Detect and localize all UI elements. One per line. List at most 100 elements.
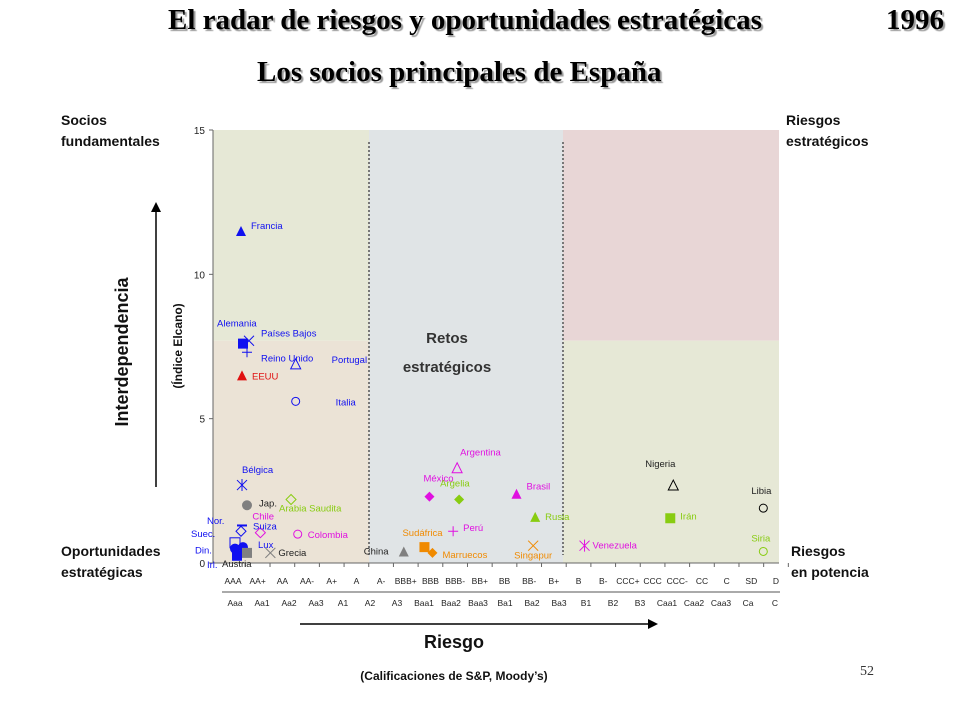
point-siria-marker (758, 546, 768, 556)
y-axis-subtitle: (Índice Elcano) (170, 303, 185, 388)
point-label-suiza: Suiza (253, 521, 277, 532)
x-tick-label-moodys: B2 (608, 598, 619, 608)
x-tick-label-moodys: Baa2 (441, 598, 461, 608)
point-label-portugal: Portugal (332, 355, 367, 366)
point-label-suec-: Suec. (191, 529, 215, 540)
corner-bottom-left: Oportunidades estratégicas (61, 543, 161, 580)
point-china-marker (398, 546, 409, 557)
data-points (229, 226, 768, 561)
x-tick-label-moodys: Baa3 (468, 598, 488, 608)
point-label-nigeria: Nigeria (645, 459, 676, 470)
point-grecia-marker (265, 547, 276, 559)
x-tick-label-moodys: Caa2 (684, 598, 705, 608)
y-axis-title: Interdependencia (112, 276, 132, 426)
x-tick-label-sp: BB+ (472, 576, 488, 586)
chart-subtitle: Los socios principales de España (257, 56, 662, 88)
x-tick-label-sp: B- (599, 576, 608, 586)
point-argentina-marker (451, 461, 463, 474)
point-label-irán: Irán (680, 511, 696, 522)
corner-top-left: Socios fundamentales (61, 112, 160, 149)
point-label-alemania: Alemania (217, 319, 257, 330)
point-irán-marker (665, 513, 676, 524)
x-tick-label-sp: SD (745, 576, 757, 586)
point-perú-marker (448, 526, 459, 537)
point-label-grecia: Grecia (278, 548, 307, 559)
point-label-brasil: Brasil (527, 482, 551, 493)
x-tick-label-moodys: Ba2 (524, 598, 539, 608)
main-title: El radar de riesgos y oportunidades estr… (168, 4, 762, 36)
x-tick-label-moodys: Baa1 (414, 598, 434, 608)
corner-top-right: Riesgos estratégicos (786, 112, 869, 149)
point-irl--marker (232, 550, 242, 561)
x-tick-label-sp: C (724, 576, 730, 586)
point-países-bajos-marker (243, 335, 255, 347)
point-label-argentina: Argentina (460, 448, 501, 459)
point-portugal-marker (289, 357, 302, 370)
point-marruecos-marker (427, 547, 438, 558)
x-tick-label-moodys: Ca (743, 598, 754, 608)
x-tick-label-sp: D (773, 576, 779, 586)
x-tick-label-sp: A+ (326, 576, 337, 586)
point-francia-marker (236, 226, 246, 237)
point-reino-unido-marker (242, 347, 252, 358)
corner-bottom-right: Riesgos en potencia (791, 543, 869, 580)
zone-backgrounds: Retos estratégicos (213, 130, 779, 563)
x-tick-label-moodys: Caa1 (657, 598, 678, 608)
point-rusia-marker (530, 511, 541, 522)
point-alemania-marker (238, 338, 248, 349)
y-tick-label: 5 (199, 415, 205, 426)
point-italia-marker (291, 396, 301, 406)
point-nor--marker (235, 525, 247, 537)
x-tick-label-sp: CCC- (667, 576, 688, 586)
y-tick-label: 15 (194, 126, 206, 137)
point-label-marruecos: Marruecos (442, 550, 487, 561)
y-tick-label: 0 (199, 559, 205, 570)
point-label-china: China (364, 546, 390, 557)
x-tick-label-moodys: C (772, 598, 778, 608)
x-tick-label-sp: AAA (224, 576, 241, 586)
point-label-din-: Din. (195, 546, 212, 557)
point-label-venezuela: Venezuela (593, 541, 638, 552)
zone-retos (369, 130, 563, 563)
x-tick-label-sp: CCC (643, 576, 661, 586)
point-méxico-marker (424, 491, 435, 502)
x-tick-label-sp: AA- (300, 576, 314, 586)
point-label-arabia-saudita: Arabia Saudita (279, 503, 342, 514)
zone-label-retos: estratégicos (403, 359, 491, 376)
x-tick-label-sp: BBB+ (395, 576, 417, 586)
x-tick-label-moodys: A1 (338, 598, 349, 608)
x-tick-label-sp: BB- (522, 576, 536, 586)
point-label-chile: Chile (252, 512, 274, 523)
zone-riesgos-estrategicos (563, 130, 779, 341)
x-tick-label-moodys: Aa3 (308, 598, 323, 608)
point-label-jap-: Jap. (259, 498, 277, 509)
point-label-irl-: Irl. (207, 560, 218, 571)
point-chile-marker (254, 526, 267, 539)
x-tick-label-moodys: B1 (581, 598, 592, 608)
point-label-austria: Austria (222, 559, 252, 570)
x-tick-label-sp: BBB (422, 576, 439, 586)
page-number: 52 (860, 664, 874, 679)
x-tick-label-moodys: Ba3 (551, 598, 566, 608)
point-label-libia: Libia (751, 486, 772, 497)
point-label-eeuu: EEUU (252, 371, 279, 382)
x-tick-label-moodys: A3 (392, 598, 403, 608)
point-label-países-bajos: Países Bajos (261, 329, 317, 340)
point-sudáfrica-marker (419, 542, 430, 553)
year-label: 1996 (886, 4, 944, 36)
point-label-francia: Francia (251, 221, 283, 232)
x-tick-label-moodys: Aa2 (281, 598, 296, 608)
point-label-sudáfrica: Sudáfrica (402, 528, 443, 539)
point-label-nor-: Nor. (207, 516, 224, 527)
point-label-bélgica: Bélgica (242, 465, 274, 476)
x-tick-label-moodys: Ba1 (497, 598, 512, 608)
point-eeuu-marker (237, 370, 247, 381)
point-singapur-marker (527, 540, 539, 552)
x-tick-label-sp: BBB- (445, 576, 465, 586)
x-tick-label-sp: CCC+ (616, 576, 639, 586)
point-arabia-saudita-marker (285, 493, 297, 506)
point-bélgica-marker (236, 479, 248, 492)
point-label-colombia: Colombia (308, 530, 349, 541)
